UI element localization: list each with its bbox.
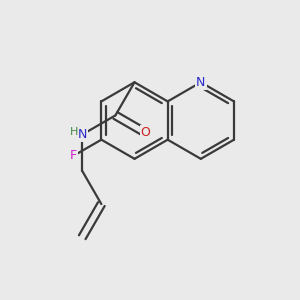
Text: N: N (77, 128, 87, 141)
Text: N: N (196, 76, 206, 89)
Text: H: H (70, 127, 78, 136)
Text: O: O (140, 126, 150, 139)
Text: F: F (70, 149, 77, 163)
